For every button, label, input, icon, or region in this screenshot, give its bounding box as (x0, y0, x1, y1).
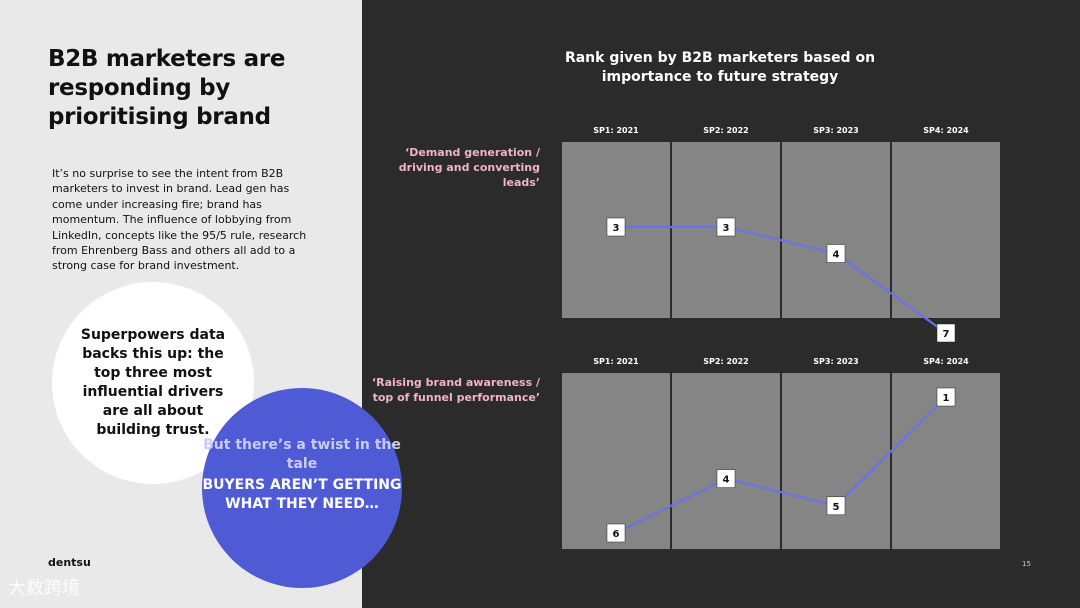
data-point (826, 496, 846, 516)
category-label: SP2: 2022 (703, 126, 748, 135)
chart-panel (782, 142, 890, 318)
category-label: SP2: 2022 (703, 357, 748, 366)
page-title: B2B marketers are responding by prioriti… (48, 46, 286, 130)
category-label: SP1: 2021 (593, 126, 639, 135)
data-point (716, 217, 736, 237)
data-label: 6 (613, 529, 620, 540)
data-point (606, 523, 626, 543)
chart-panel (892, 142, 1000, 318)
data-point (716, 469, 736, 488)
data-point (936, 323, 956, 343)
twist-circle: But there’s a twist in the tale BUYERS A… (202, 388, 402, 588)
data-point (936, 387, 956, 407)
rank-charts: SP1: 2021 SP2: 2022 SP3: 2023 SP4: 2024 3 3 4 7… (562, 126, 1000, 549)
dentsu-logo: dentsu (48, 556, 91, 569)
data-point (826, 244, 846, 263)
series-line (615, 396, 947, 534)
data-label: 4 (723, 475, 730, 486)
row-label-brand-awareness: ‘Raising brand awareness / top of funnel… (371, 376, 540, 404)
category-label: SP4: 2024 (923, 357, 969, 366)
category-label: SP1: 2021 (593, 357, 639, 366)
superpowers-text: Superpowers data backs this up: the top … (80, 327, 226, 438)
data-label: 5 (833, 502, 840, 513)
chart-panel (782, 373, 890, 549)
left-panel: B2B marketers are responding by prioriti… (0, 0, 362, 608)
category-label: SP4: 2024 (923, 126, 969, 135)
category-label: SP3: 2023 (813, 357, 858, 366)
data-label: 3 (723, 223, 730, 234)
chart-title: Rank given by B2B marketers based on imp… (564, 50, 876, 85)
buyers-text: BUYERS AREN’T GETTING WHAT THEY NEED… (202, 477, 402, 512)
body-paragraph: It’s no surprise to see the intent from … (52, 167, 307, 273)
category-label: SP3: 2023 (813, 126, 858, 135)
data-label: 3 (613, 223, 620, 234)
twist-text: But there’s a twist in the tale (203, 437, 401, 472)
watermark: 大数跨境 (8, 578, 80, 599)
chart-panel (672, 373, 780, 549)
data-point (606, 217, 626, 237)
data-label: 7 (943, 329, 950, 340)
data-label: 4 (833, 250, 840, 261)
series-line (616, 225, 947, 334)
page-number: 15 (1022, 560, 1031, 568)
data-label: 1 (943, 393, 950, 404)
row-label-demand-generation: ‘Demand generation / driving and convert… (398, 146, 540, 189)
chart-panel (562, 373, 670, 549)
